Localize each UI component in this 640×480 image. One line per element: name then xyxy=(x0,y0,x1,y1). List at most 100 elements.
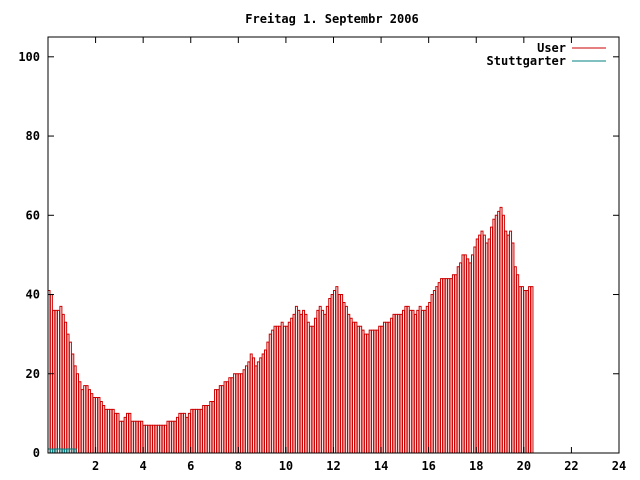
bar-user xyxy=(485,242,489,453)
x-tick-label: 18 xyxy=(469,459,483,473)
bar-user xyxy=(394,313,398,453)
bar-user xyxy=(373,329,377,453)
bar-user xyxy=(130,420,134,453)
bar-user xyxy=(109,408,113,453)
bar-user xyxy=(363,333,367,453)
chart-title: Freitag 1. Septembr 2006 xyxy=(245,12,418,26)
bar-user xyxy=(416,309,420,453)
bar-user xyxy=(106,408,110,453)
bar-user xyxy=(344,305,348,453)
bar-user xyxy=(57,309,60,453)
bar-user xyxy=(478,234,482,453)
bar-user xyxy=(287,321,291,453)
bar-user xyxy=(273,325,277,453)
bar-user xyxy=(180,412,184,453)
bar-user xyxy=(228,377,232,453)
bar-user xyxy=(202,404,206,453)
bar-user xyxy=(311,325,315,453)
bar-user xyxy=(309,325,313,453)
bar-user xyxy=(168,420,172,453)
bar-user xyxy=(487,238,491,453)
bar-user xyxy=(123,416,127,453)
bar-user xyxy=(473,246,477,453)
bar-user xyxy=(494,214,498,453)
bar-user xyxy=(354,321,358,453)
bar-user xyxy=(52,309,56,453)
bar-user xyxy=(290,317,294,453)
bar-user xyxy=(233,373,237,453)
legend-label-user: User xyxy=(537,41,566,55)
bar-user xyxy=(528,286,532,453)
bar-user xyxy=(223,381,227,453)
bar-user xyxy=(371,329,375,453)
bar-user xyxy=(54,309,58,453)
bar-user xyxy=(356,325,360,453)
bar-user xyxy=(444,278,448,453)
bar-user xyxy=(128,412,132,453)
bar-user xyxy=(492,218,496,453)
x-tick-label: 14 xyxy=(374,459,388,473)
y-tick-label: 80 xyxy=(26,129,40,143)
x-tick-label: 6 xyxy=(187,459,194,473)
bar-user xyxy=(480,230,484,453)
bar-user xyxy=(268,333,272,453)
bar-user xyxy=(137,420,141,453)
bar-user xyxy=(73,365,77,453)
bar-user xyxy=(87,389,91,453)
bar-user xyxy=(504,230,508,453)
bar-user xyxy=(316,309,320,453)
bar-user xyxy=(225,381,229,453)
bar-user xyxy=(261,353,265,453)
bar-user xyxy=(266,341,270,453)
bar-user xyxy=(411,309,415,453)
bar-user xyxy=(85,385,89,453)
bar-user xyxy=(463,254,467,453)
bar-user xyxy=(409,309,413,453)
bar-user xyxy=(335,286,339,453)
bar-user xyxy=(406,305,410,453)
bar-user xyxy=(325,305,329,453)
bar-user xyxy=(68,341,72,453)
x-tick-label: 8 xyxy=(235,459,242,473)
x-axis: 2 4 6 8 10 12 14 16 18 20 22 24 xyxy=(92,37,626,473)
bar-user xyxy=(328,297,332,453)
bar-user xyxy=(78,381,82,453)
bar-user xyxy=(214,389,218,453)
bar-user xyxy=(95,397,99,453)
bar-user xyxy=(285,325,289,453)
bar-user xyxy=(283,325,287,453)
bar-user xyxy=(256,361,260,453)
bar-user xyxy=(83,385,87,453)
bar-user xyxy=(271,329,275,453)
bar-stuttgarter xyxy=(68,448,72,453)
bar-user xyxy=(347,313,351,453)
bar-user xyxy=(516,274,520,453)
y-axis: 0 20 40 60 80 100 xyxy=(18,50,619,460)
bar-user xyxy=(99,401,103,453)
bar-user xyxy=(114,412,118,453)
bar-user xyxy=(190,408,194,453)
bar-user xyxy=(199,408,203,453)
bar-user xyxy=(216,389,220,453)
bar-user xyxy=(59,305,63,453)
bar-user xyxy=(204,404,208,453)
bar-user xyxy=(254,365,258,453)
bar-user xyxy=(501,214,505,453)
x-tick-label: 4 xyxy=(140,459,147,473)
bar-user xyxy=(432,290,436,453)
bar-user xyxy=(380,325,384,453)
bar-user xyxy=(397,313,401,453)
bar-user xyxy=(249,353,253,453)
bar-user xyxy=(178,412,182,453)
y-tick-label: 20 xyxy=(26,367,40,381)
bar-user xyxy=(366,333,370,453)
bar-user xyxy=(513,266,517,453)
x-tick-label: 22 xyxy=(564,459,578,473)
bar-user xyxy=(302,309,306,453)
bar-user xyxy=(76,373,80,453)
bar-stuttgarter xyxy=(49,448,53,453)
bar-user xyxy=(306,321,310,453)
bar-user xyxy=(247,361,251,453)
bar-user xyxy=(197,408,201,453)
